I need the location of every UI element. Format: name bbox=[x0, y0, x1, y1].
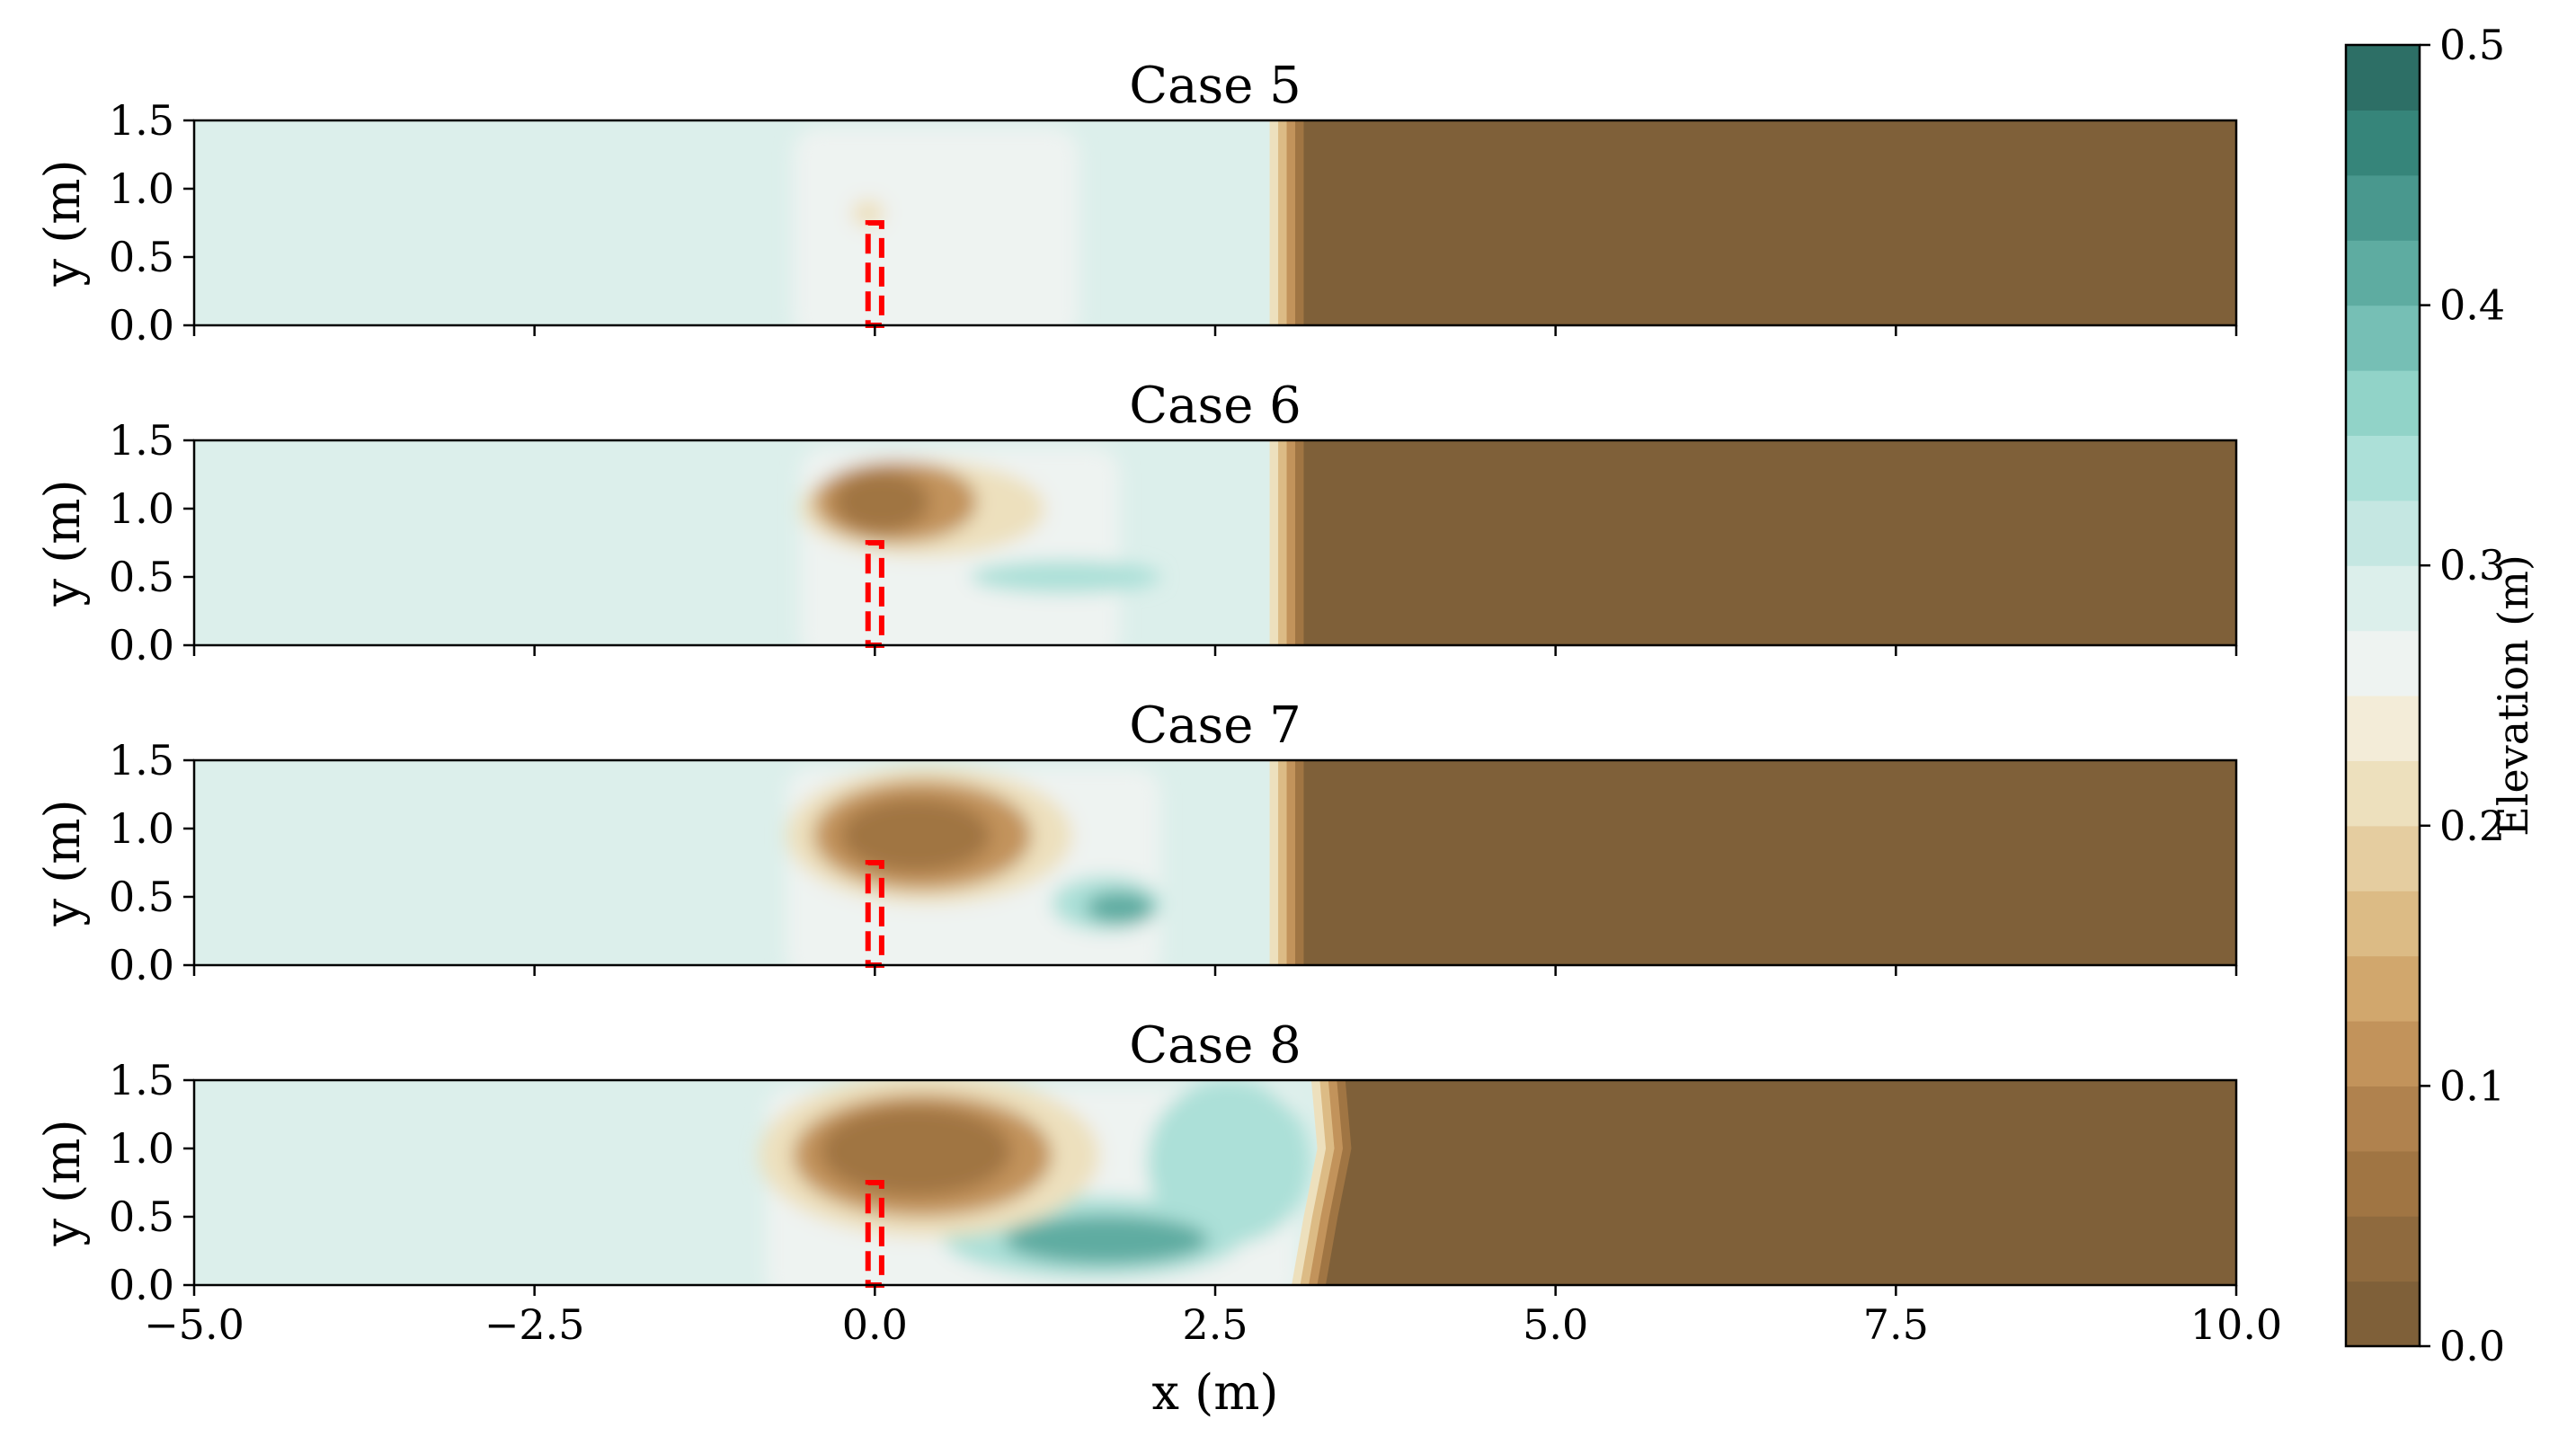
y-tick-label: 0.5 bbox=[109, 233, 174, 281]
colorbar-swatch bbox=[2346, 760, 2420, 827]
y-tick-label: 1.0 bbox=[109, 1124, 174, 1173]
y-axis-label: y (m) bbox=[34, 799, 91, 926]
y-tick-label: 0.5 bbox=[109, 553, 174, 601]
colorbar-tick-label: 0.2 bbox=[2439, 802, 2505, 850]
x-axis: −5.0 −2.5 0.0 2.5 5.0 7.5 10.0 x (m) bbox=[144, 1300, 2282, 1421]
colorbar-tick-label: 0.4 bbox=[2439, 281, 2505, 330]
y-tick-label: 1.0 bbox=[109, 164, 174, 213]
colorbar-swatch bbox=[2346, 630, 2420, 696]
elevation-field bbox=[194, 120, 2236, 325]
colorbar-swatch bbox=[2346, 565, 2420, 632]
y-axis-label: y (m) bbox=[34, 479, 91, 607]
colorbar-tick-label: 0.3 bbox=[2439, 541, 2505, 590]
colorbar-swatch bbox=[2346, 435, 2420, 501]
feature-blob bbox=[840, 798, 991, 873]
y-axis-label: y (m) bbox=[34, 159, 91, 287]
feature-blob bbox=[1004, 1215, 1209, 1265]
y-tick-label: 1.0 bbox=[109, 804, 174, 853]
panel-1: Case 5 0.0 0.5 1.0 1.5 y (m) bbox=[34, 57, 2238, 350]
colorbar-swatch bbox=[2346, 174, 2420, 241]
y-tick-label: 1.5 bbox=[109, 96, 174, 145]
panel-title: Case 8 bbox=[1129, 1016, 1301, 1075]
colorbar-swatch bbox=[2346, 955, 2420, 1022]
colorbar-swatch bbox=[2346, 1281, 2420, 1347]
panels: Case 5 0.0 0.5 1.0 1.5 y (m) Case 6 0.0 0.5 1.0 1.… bbox=[34, 57, 2238, 1309]
x-tick-label: 7.5 bbox=[1863, 1300, 1929, 1349]
features bbox=[793, 127, 1079, 325]
colorbar-swatch bbox=[2346, 45, 2420, 111]
y-tick-label: 1.5 bbox=[109, 416, 174, 465]
land bbox=[1325, 1080, 2236, 1285]
colorbar-swatch bbox=[2346, 240, 2420, 306]
panel-2: Case 6 0.0 0.5 1.0 1.5 y (m) bbox=[34, 377, 2238, 669]
y-tick-label: 0.0 bbox=[109, 941, 174, 989]
x-tick-label: 5.0 bbox=[1523, 1300, 1588, 1349]
feature-blob bbox=[1086, 891, 1154, 925]
y-tick-label: 1.0 bbox=[109, 484, 174, 533]
y-tick-label: 0.5 bbox=[109, 1192, 174, 1241]
colorbar-swatch bbox=[2346, 825, 2420, 891]
feature-blob bbox=[970, 560, 1161, 594]
feature-blob bbox=[820, 1105, 1011, 1197]
elevation-field bbox=[194, 760, 2236, 965]
colorbar-swatch bbox=[2346, 1216, 2420, 1282]
y-tick-label: 1.5 bbox=[109, 1056, 174, 1104]
feature-blob bbox=[1147, 1080, 1311, 1245]
x-tick-label: −5.0 bbox=[144, 1300, 244, 1349]
panel-3: Case 7 0.0 0.5 1.0 1.5 y (m) bbox=[34, 696, 2238, 989]
panel-4: Case 8 0.0 0.5 1.0 1.5 y (m) bbox=[34, 1016, 2238, 1309]
land bbox=[1303, 440, 2236, 645]
colorbar-tick-label: 0.0 bbox=[2439, 1322, 2505, 1370]
x-tick-label: −2.5 bbox=[484, 1300, 585, 1349]
colorbar-swatch bbox=[2346, 110, 2420, 176]
colorbar-swatch bbox=[2346, 370, 2420, 436]
x-tick-label: 10.0 bbox=[2190, 1300, 2282, 1349]
land bbox=[1303, 120, 2236, 325]
x-tick-label: 2.5 bbox=[1182, 1300, 1248, 1349]
y-tick-label: 0.0 bbox=[109, 301, 174, 350]
colorbar-label: Elevation (m) bbox=[2489, 554, 2537, 837]
feature-blob bbox=[833, 471, 929, 532]
panel-title: Case 6 bbox=[1129, 377, 1301, 435]
features bbox=[800, 447, 1161, 645]
feature-blob bbox=[851, 199, 884, 227]
colorbar-swatch bbox=[2346, 305, 2420, 371]
panel-title: Case 5 bbox=[1129, 57, 1301, 115]
colorbar-swatch bbox=[2346, 1086, 2420, 1152]
colorbar-swatch bbox=[2346, 500, 2420, 566]
y-tick-label: 0.0 bbox=[109, 1261, 174, 1309]
x-axis-label: x (m) bbox=[1152, 1364, 1279, 1421]
colorbar-frame bbox=[2344, 43, 2421, 1348]
x-tick-label: 0.0 bbox=[842, 1300, 908, 1349]
colorbar-tick-label: 0.1 bbox=[2439, 1061, 2505, 1110]
colorbar-swatch bbox=[2346, 696, 2420, 761]
colorbar: 0.0 0.1 0.2 0.3 0.4 0.5 Elevation (m) bbox=[2344, 21, 2537, 1370]
y-tick-label: 0.5 bbox=[109, 873, 174, 921]
elevation-field bbox=[194, 440, 2236, 645]
colorbar-swatch bbox=[2346, 1021, 2420, 1086]
colorbar-tick-label: 0.5 bbox=[2439, 21, 2505, 69]
features bbox=[786, 767, 1161, 965]
panel-title: Case 7 bbox=[1129, 696, 1301, 755]
y-tick-label: 1.5 bbox=[109, 736, 174, 785]
colorbar-swatch bbox=[2346, 891, 2420, 957]
feature-region bbox=[793, 127, 1079, 325]
elevation-field bbox=[194, 1080, 2236, 1285]
y-axis-label: y (m) bbox=[34, 1119, 91, 1246]
y-tick-label: 0.0 bbox=[109, 621, 174, 669]
colorbar-swatch bbox=[2346, 1150, 2420, 1217]
land bbox=[1303, 760, 2236, 965]
features bbox=[759, 1080, 1311, 1285]
